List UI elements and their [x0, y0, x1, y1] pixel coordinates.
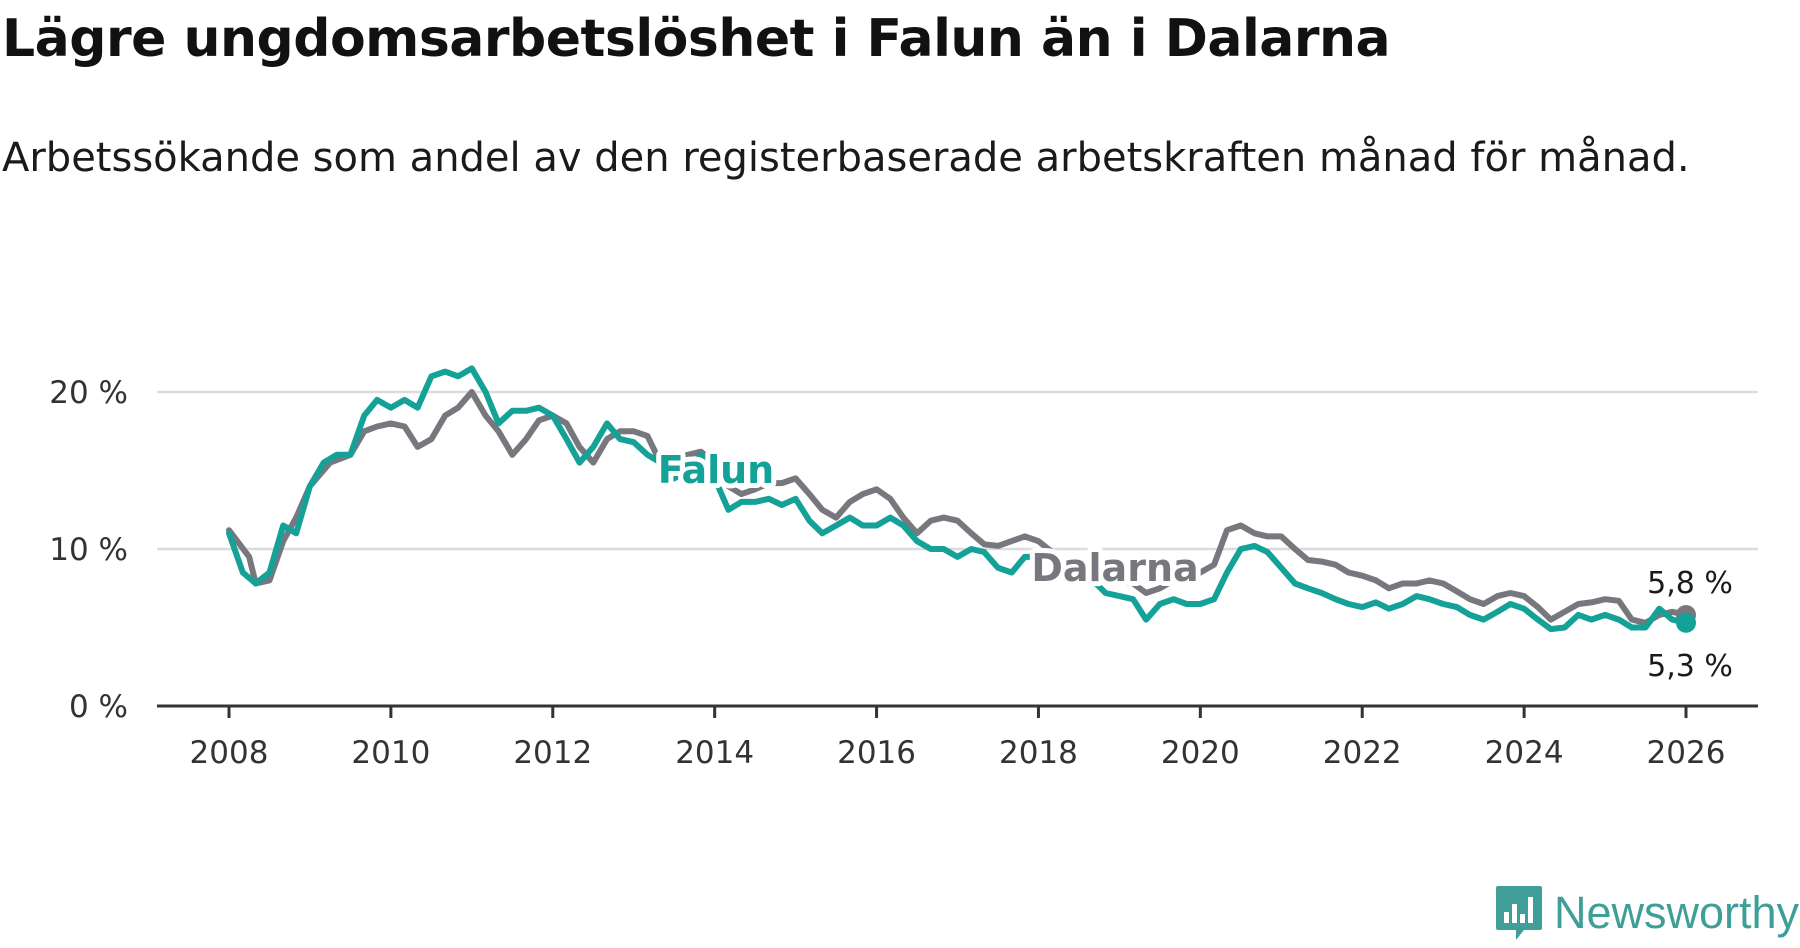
x-tick-label: 2020 — [1161, 735, 1240, 771]
y-tick-label: 20 % — [49, 375, 128, 411]
x-tick-label: 2026 — [1647, 735, 1726, 771]
x-tick-label: 2012 — [513, 735, 592, 771]
x-tick-label: 2008 — [190, 735, 269, 771]
y-axis-ticks: 0 % 10 % 20 % — [49, 375, 128, 725]
y-tick-label: 10 % — [49, 532, 128, 568]
x-tick-label: 2016 — [837, 735, 916, 771]
chart-title: Lägre ungdomsarbetslöshet i Falun än i D… — [2, 9, 1391, 69]
series-labels: Dalarna Falun — [653, 443, 1204, 595]
chart-subtitle: Arbetssökande som andel av den registerb… — [2, 135, 1690, 181]
series-label-dalarna: Dalarna — [1031, 546, 1198, 590]
x-tick-label: 2022 — [1323, 735, 1402, 771]
brand-logo[interactable]: Newsworthy — [1494, 884, 1799, 942]
grid-lines — [157, 390, 1758, 708]
x-tick-label: 2014 — [675, 735, 754, 771]
x-axis-ticks: 2008 2010 2012 2014 2016 2018 2020 2022 2024 2026 — [190, 706, 1726, 771]
series-lines — [226, 365, 1689, 633]
series-label-falun: Falun — [658, 448, 775, 492]
end-value-label-dalarna: 5,8 % — [1647, 566, 1733, 601]
end-marker-falun — [1676, 612, 1696, 633]
brand-name: Newsworthy — [1554, 887, 1800, 938]
x-tick-label: 2024 — [1485, 735, 1564, 771]
series-line-dalarna — [226, 389, 1689, 626]
x-tick-label: 2018 — [999, 735, 1078, 771]
newsworthy-chart-icon — [1496, 886, 1542, 940]
series-line-falun — [226, 365, 1689, 633]
x-tick-label: 2010 — [351, 735, 430, 771]
end-value-label-falun: 5,3 % — [1647, 649, 1733, 684]
end-markers: 5,8 % 5,3 % — [1647, 566, 1733, 684]
y-tick-label: 0 % — [69, 689, 128, 725]
